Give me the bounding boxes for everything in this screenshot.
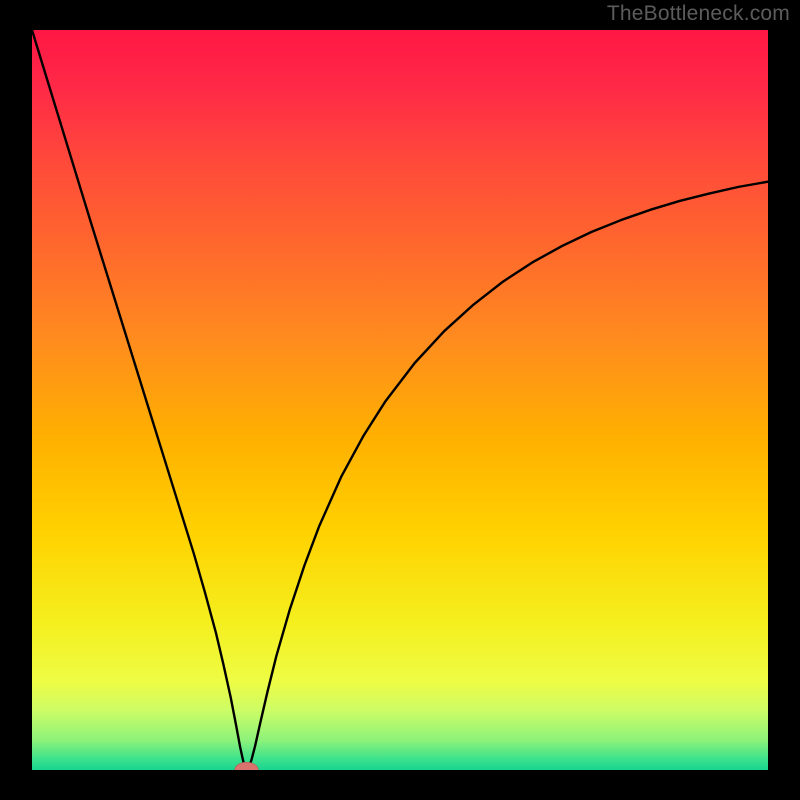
- plot-background: [32, 30, 768, 770]
- minimum-marker: [235, 762, 259, 778]
- watermark-text: TheBottleneck.com: [607, 2, 790, 26]
- chart-stage: TheBottleneck.com: [0, 0, 800, 800]
- bottleneck-chart: [0, 0, 800, 800]
